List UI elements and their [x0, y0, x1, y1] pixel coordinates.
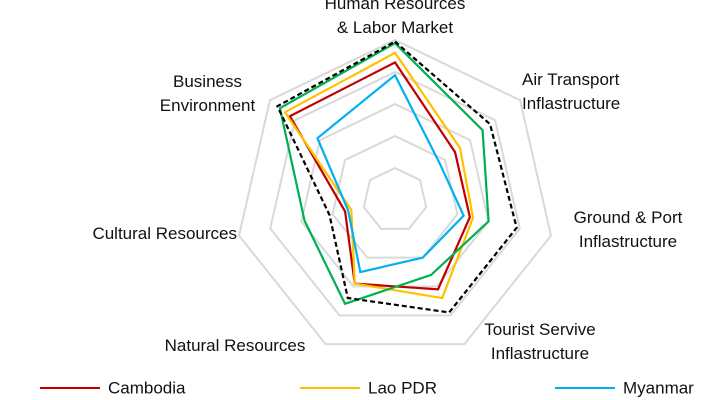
axis-label: Human Resources & Labor Market: [324, 0, 466, 37]
axis-label: Business Environment: [159, 72, 256, 115]
legend-label: Myanmar: [623, 378, 694, 397]
series-line: [283, 51, 475, 300]
grid-ring: [237, 38, 553, 346]
grid-ring: [362, 166, 428, 230]
axis-label: Air Transport Inflastructure: [522, 70, 621, 113]
axis-label: Ground & Port Inflastructure: [573, 208, 683, 251]
axis-label: Tourist Servive Inflastructure: [484, 320, 596, 363]
series-line: [275, 40, 518, 314]
legend-label: Lao PDR: [368, 378, 437, 397]
legend-label: Cambodia: [108, 378, 186, 397]
axis-label: Cultural Resources: [92, 224, 237, 243]
grid-ring: [331, 134, 459, 259]
axis-label: Natural Resources: [164, 336, 306, 355]
grid-ring: [300, 102, 490, 288]
grid-ring: [269, 70, 521, 317]
series-line: [278, 41, 490, 306]
series-line: [316, 73, 465, 274]
